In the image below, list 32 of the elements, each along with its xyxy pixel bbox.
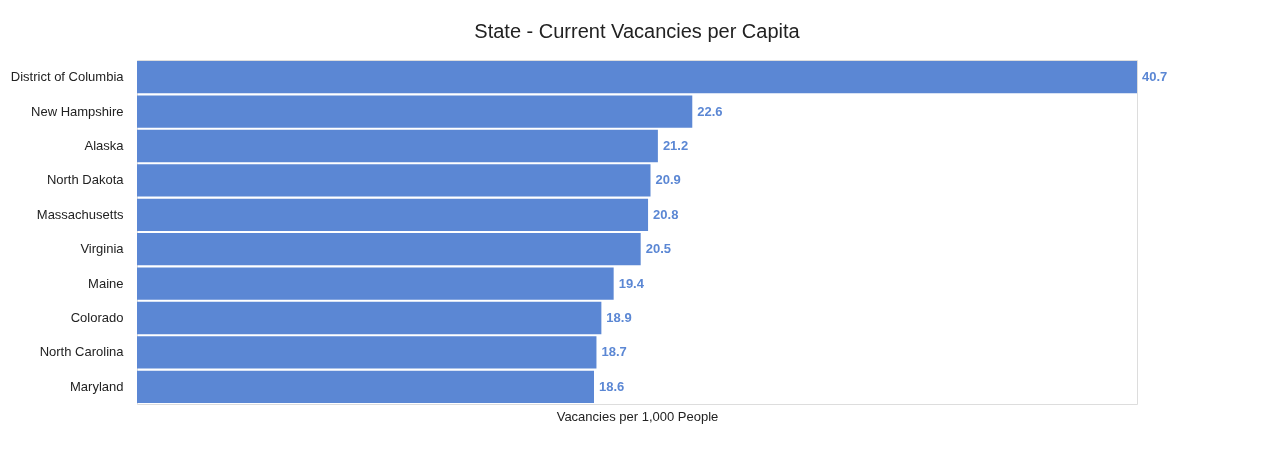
bar <box>137 370 594 403</box>
bar <box>137 267 614 300</box>
y-tick-label: Maryland <box>70 378 124 394</box>
data-label: 21.2 <box>662 138 689 153</box>
data-label: 18.6 <box>599 378 625 394</box>
data-label: 40.7 <box>1142 69 1168 85</box>
chart-title: State - Current Vacancies per Capita <box>474 20 801 42</box>
bar <box>137 233 641 266</box>
bar <box>137 198 649 231</box>
bar <box>137 129 658 163</box>
data-label: 20.9 <box>655 172 681 188</box>
bar <box>137 61 1137 94</box>
y-tick-label: Massachusetts <box>36 206 124 222</box>
bar <box>137 95 693 128</box>
y-tick-label: North Carolina <box>39 344 125 360</box>
y-tick-label: District of Columbia <box>10 69 125 85</box>
data-label: 22.6 <box>697 103 723 119</box>
data-label: 18.9 <box>606 310 632 325</box>
bar <box>137 336 597 369</box>
y-tick-label: Virginia <box>80 241 125 257</box>
bar <box>137 164 651 197</box>
y-tick-label: North Dakota <box>46 172 125 188</box>
x-axis-title: Vacancies per 1,000 People <box>556 408 719 424</box>
data-label: 20.5 <box>645 241 671 257</box>
data-label: 19.4 <box>618 275 645 291</box>
y-tick-label: New Hampshire <box>31 103 124 119</box>
y-tick-label: Alaska <box>84 138 125 153</box>
y-tick-label: Maine <box>88 275 124 291</box>
data-label: 20.8 <box>653 206 679 222</box>
y-tick-label: Colorado <box>70 310 124 325</box>
bar <box>137 301 602 335</box>
data-label: 18.7 <box>601 344 627 360</box>
